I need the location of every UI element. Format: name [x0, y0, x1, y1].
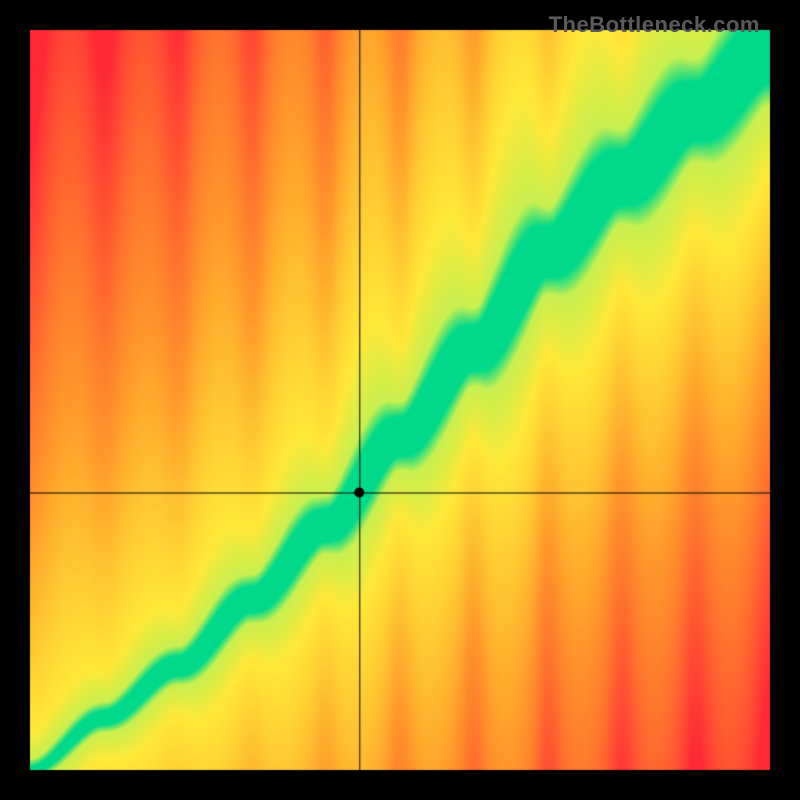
watermark-text: TheBottleneck.com [549, 12, 760, 38]
chart-container: { "watermark": { "text": "TheBottleneck.… [0, 0, 800, 800]
heatmap-canvas [0, 0, 800, 800]
